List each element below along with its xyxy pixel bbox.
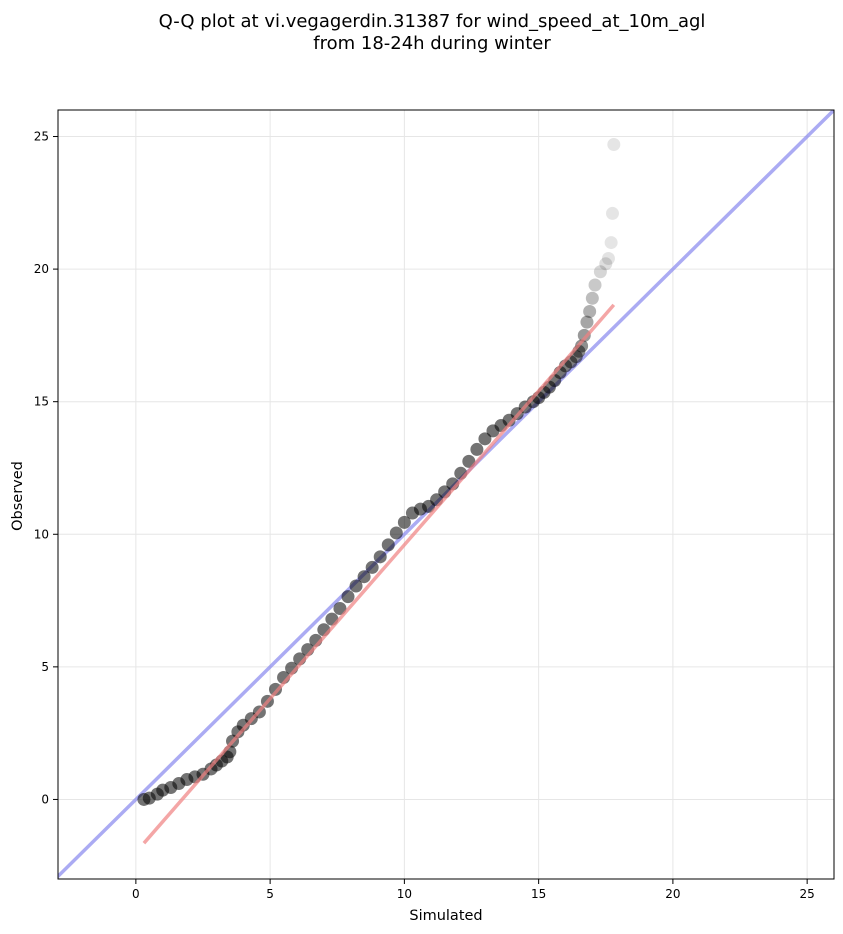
x-tick-label-5: 25 [800, 887, 815, 901]
quantile-point-73 [607, 137, 621, 151]
quantile-point-35 [389, 526, 403, 540]
quantile-point-29 [341, 590, 355, 604]
quantile-point-30 [349, 579, 363, 593]
quantile-point-31 [357, 570, 371, 584]
y-tick-label-2: 10 [34, 527, 49, 541]
y-tick-label-4: 20 [34, 262, 49, 276]
fit-line [142, 303, 616, 845]
quantile-point-34 [381, 538, 395, 552]
quantile-point-36 [397, 515, 411, 529]
quantile-point-62 [575, 339, 589, 353]
quantile-point-65 [583, 305, 597, 319]
y-axis-label: Observed [10, 461, 26, 531]
x-tick-label-0: 0 [132, 887, 140, 901]
quantile-point-71 [604, 236, 618, 250]
quantile-point-68 [593, 265, 607, 279]
quantile-point-70 [601, 251, 615, 265]
quantile-point-63 [577, 328, 591, 342]
quantile-point-28 [333, 602, 347, 616]
quantile-point-64 [580, 315, 594, 329]
quantile-point-45 [470, 442, 484, 456]
grid-lines [58, 110, 834, 879]
plot-frame [57, 109, 835, 880]
quantile-point-44 [462, 454, 476, 468]
quantile-point-46 [478, 432, 492, 446]
quantile-point-72 [605, 206, 619, 220]
chart-title-line-1: Q-Q plot at vi.vegagerdin.31387 for wind… [159, 11, 706, 32]
x-tick-label-1: 5 [266, 887, 274, 901]
quantile-point-69 [599, 257, 613, 271]
x-tick-label-2: 10 [397, 887, 412, 901]
y-axis-ticks: 0 5 10 15 20 25 [34, 130, 58, 806]
quantile-point-32 [365, 560, 379, 574]
quantile-point-67 [588, 278, 602, 292]
y-tick-label-0: 0 [41, 792, 49, 806]
x-tick-label-3: 15 [531, 887, 546, 901]
chart-title-line-2: from 18-24h during winter [313, 33, 551, 54]
quantile-point-33 [373, 550, 387, 564]
y-tick-label-3: 15 [34, 395, 49, 409]
y-tick-label-1: 5 [41, 660, 49, 674]
quantile-point-66 [585, 291, 599, 305]
x-axis-ticks: 0 5 10 15 20 25 [132, 879, 815, 901]
x-axis-label: Simulated [409, 908, 482, 924]
y-tick-label-5: 25 [34, 130, 49, 144]
x-tick-label-4: 20 [665, 887, 680, 901]
